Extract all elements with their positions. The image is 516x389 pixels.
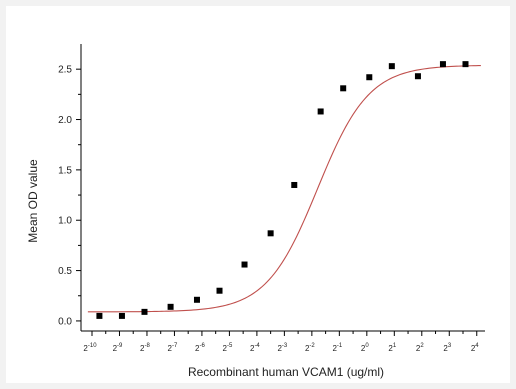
x-tick-label: 21: [388, 343, 396, 353]
data-point: [291, 181, 298, 188]
data-point: [167, 303, 174, 310]
y-tick-label: 0.0: [58, 316, 72, 327]
data-point: [141, 308, 148, 315]
x-tick-label: 2-8: [140, 343, 150, 353]
x-tick-label: 2-5: [223, 343, 233, 353]
y-tick-label: 1.5: [58, 165, 72, 176]
x-tick-label: 22: [416, 343, 424, 353]
x-tick-label: 2-6: [195, 343, 205, 353]
data-point: [267, 230, 274, 237]
data-point: [414, 73, 421, 80]
data-point: [366, 74, 373, 81]
x-tick-label: 23: [443, 343, 451, 353]
data-point: [118, 312, 125, 319]
data-point: [96, 312, 103, 319]
x-tick-label: 2-10: [83, 343, 97, 353]
data-point: [317, 108, 324, 115]
data-point: [241, 261, 248, 268]
y-tick-label: 1.0: [58, 216, 72, 227]
data-point: [388, 63, 395, 70]
data-point: [216, 287, 223, 294]
x-axis-title: Recombinant human VCAM1 (ug/ml): [188, 365, 384, 379]
y-axis-title: Mean OD value: [26, 159, 40, 243]
x-tick-label: 2-3: [277, 343, 287, 353]
plot-area: 0.0 0.5 1.0 1.5 2.0 2.5 2-10 2-9 2-8 2-7 2-6 2-5 2-4…: [58, 44, 485, 353]
x-tick-label: 2-1: [332, 343, 342, 353]
x-tick-label: 20: [361, 343, 369, 353]
data-point: [340, 85, 347, 92]
y-tick-label: 0.5: [58, 266, 72, 277]
x-tick-label: 2-9: [113, 343, 123, 353]
y-tick-label: 2.5: [58, 65, 72, 76]
data-point: [193, 296, 200, 303]
y-tick-label: 2.0: [58, 115, 72, 126]
x-tick-label: 24: [471, 343, 479, 353]
mean-od-chart: 0.0 0.5 1.0 1.5 2.0 2.5 2-10 2-9 2-8 2-7 2-6 2-5 2-4…: [26, 44, 485, 379]
chart-panel: 0.0 0.5 1.0 1.5 2.0 2.5 2-10 2-9 2-8 2-7 2-6 2-5 2-4…: [6, 6, 510, 383]
data-point: [439, 61, 446, 68]
x-tick-label: 2-4: [250, 343, 260, 353]
data-point: [462, 61, 469, 68]
x-tick-label: 2-7: [168, 343, 178, 353]
x-tick-label: 2-2: [305, 343, 315, 353]
fit-curve: [87, 65, 481, 313]
